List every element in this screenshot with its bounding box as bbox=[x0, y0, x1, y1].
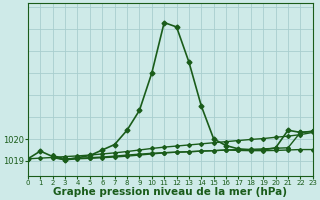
X-axis label: Graphe pression niveau de la mer (hPa): Graphe pression niveau de la mer (hPa) bbox=[53, 187, 287, 197]
